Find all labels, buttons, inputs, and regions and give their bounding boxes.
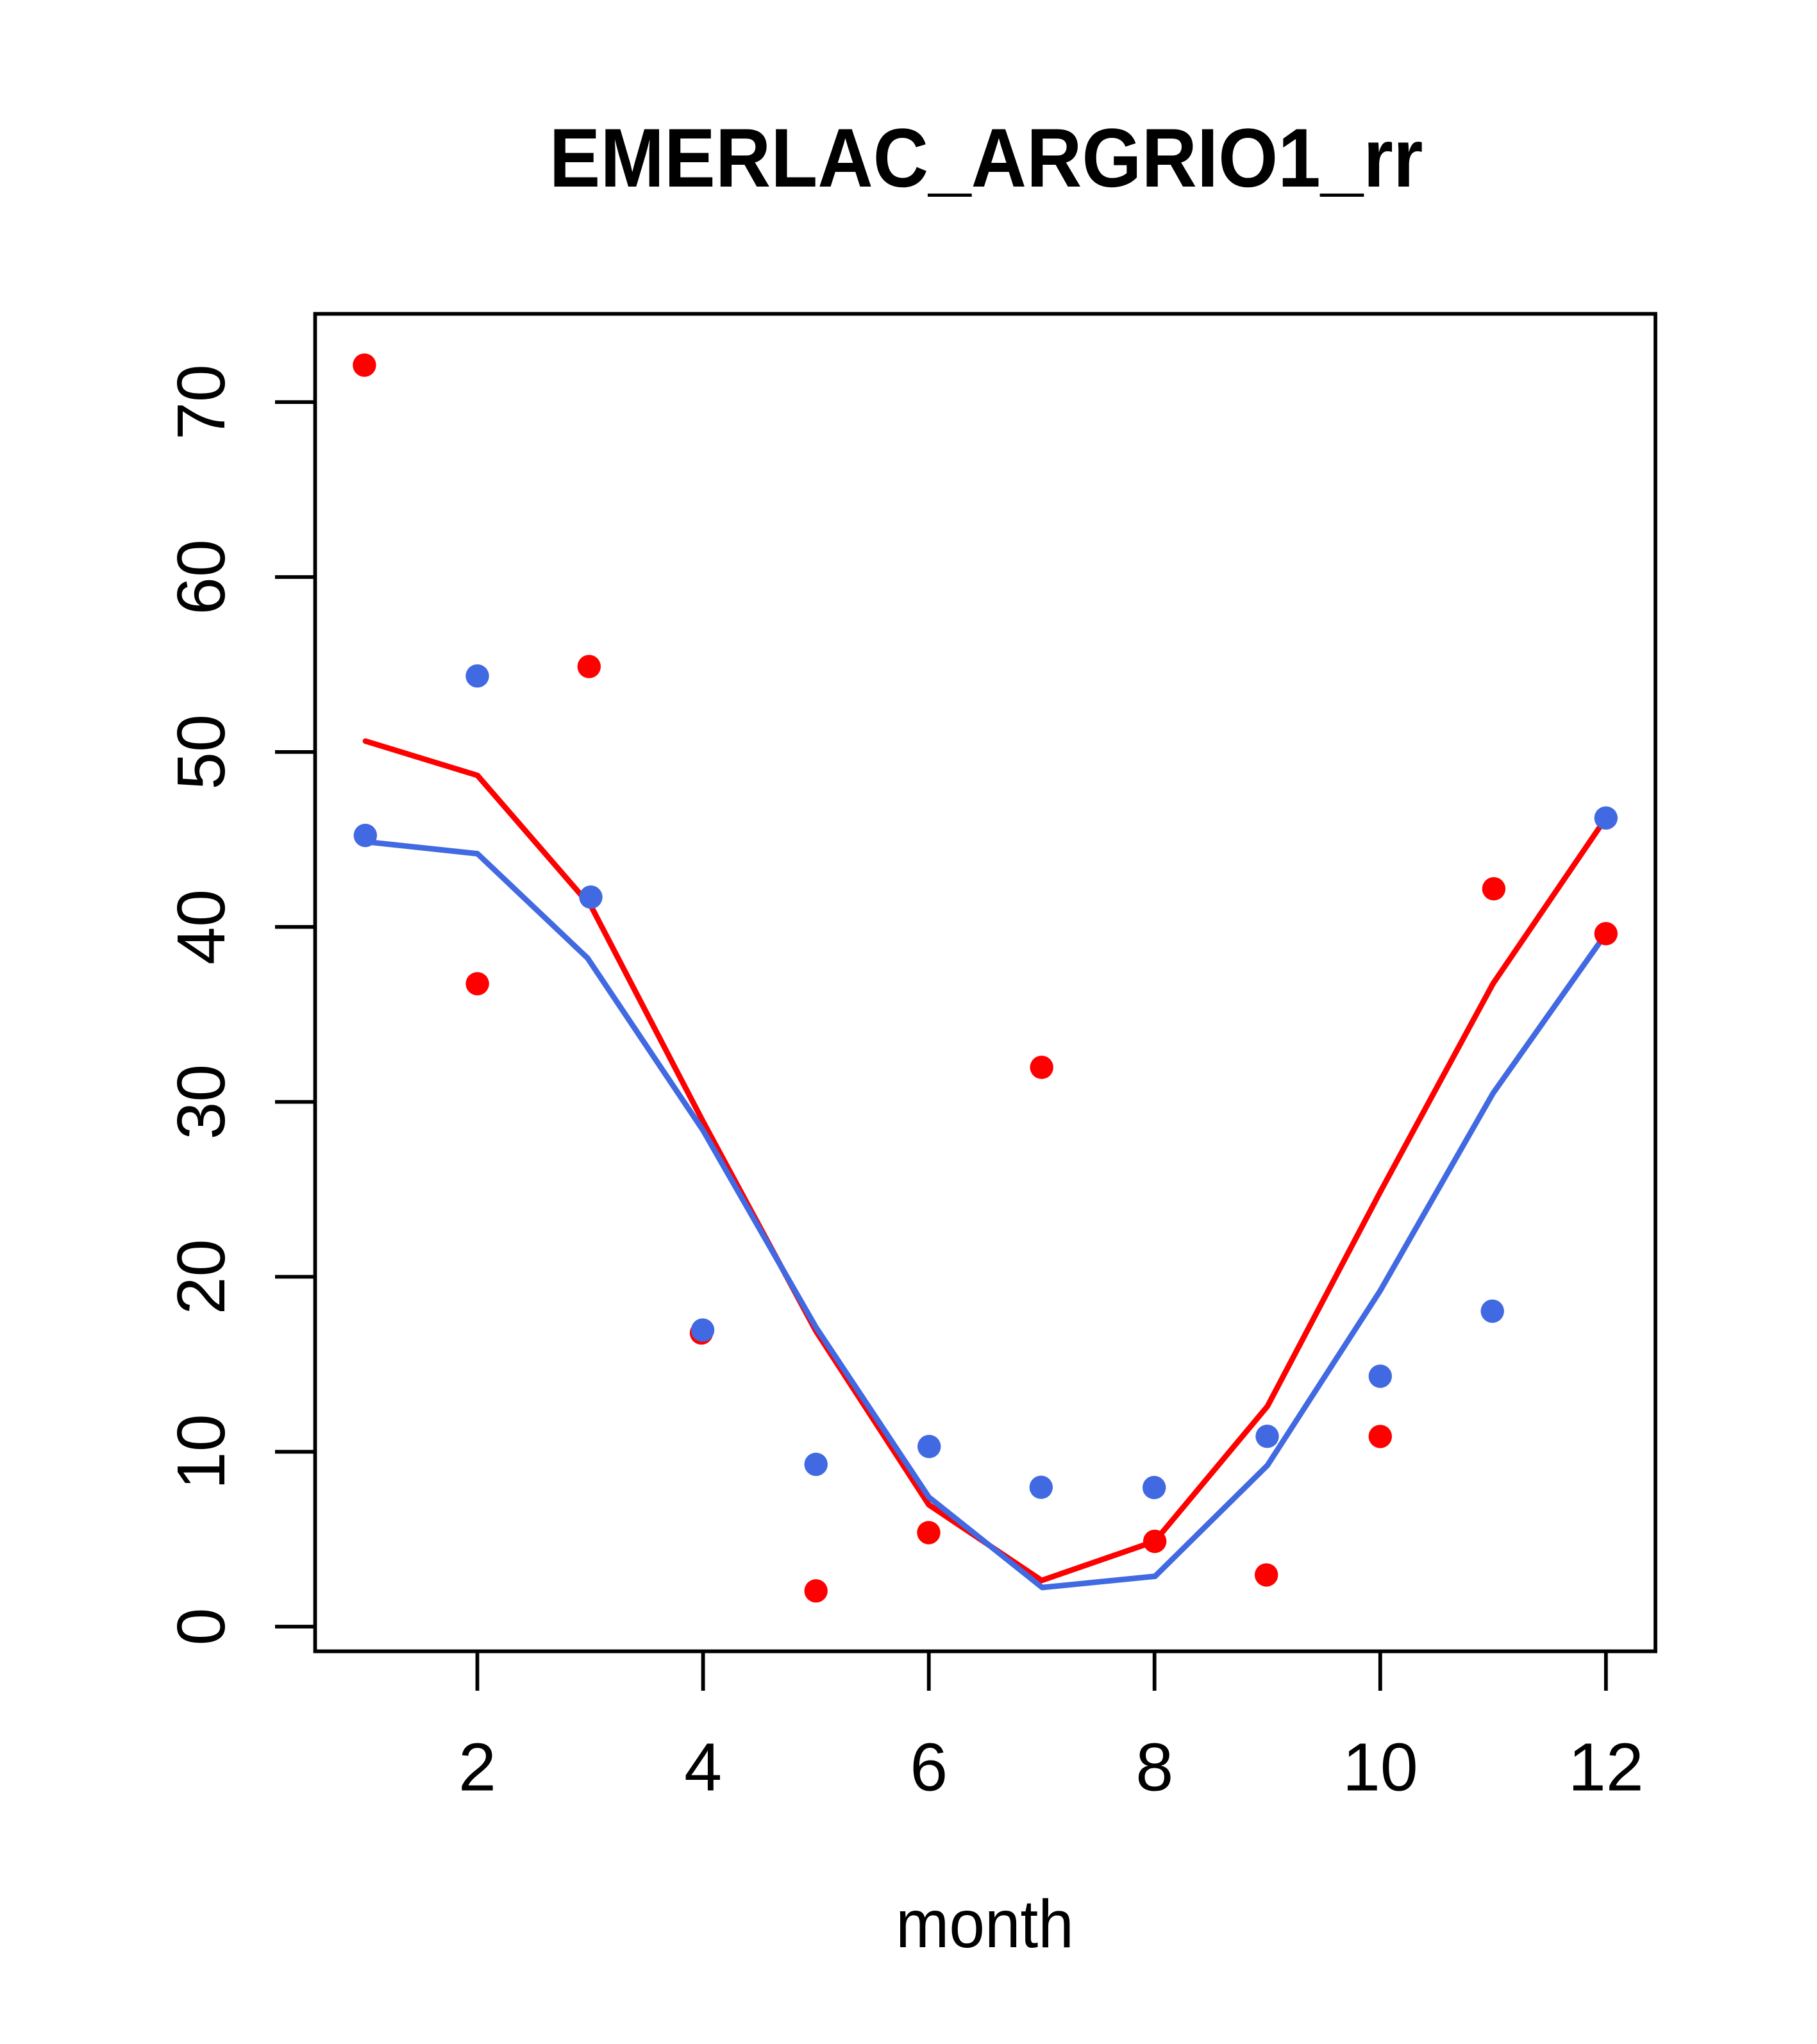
svg-text:EMERLAC_ARGRIO1_rr: EMERLAC_ARGRIO1_rr (549, 111, 1423, 205)
svg-text:70: 70 (163, 364, 239, 440)
svg-text:12: 12 (1568, 1730, 1644, 1805)
svg-text:30: 30 (163, 1064, 239, 1140)
svg-text:month: month (896, 1886, 1074, 1962)
svg-text:4: 4 (684, 1730, 722, 1805)
svg-text:0: 0 (163, 1608, 239, 1646)
svg-text:10: 10 (163, 1414, 239, 1489)
svg-text:40: 40 (163, 889, 239, 965)
svg-text:8: 8 (1135, 1730, 1173, 1805)
svg-text:2: 2 (458, 1730, 496, 1805)
svg-text:20: 20 (163, 1239, 239, 1314)
svg-text:60: 60 (163, 539, 239, 615)
svg-text:50: 50 (163, 714, 239, 790)
svg-text:6: 6 (910, 1730, 948, 1805)
svg-text:10: 10 (1343, 1730, 1418, 1805)
